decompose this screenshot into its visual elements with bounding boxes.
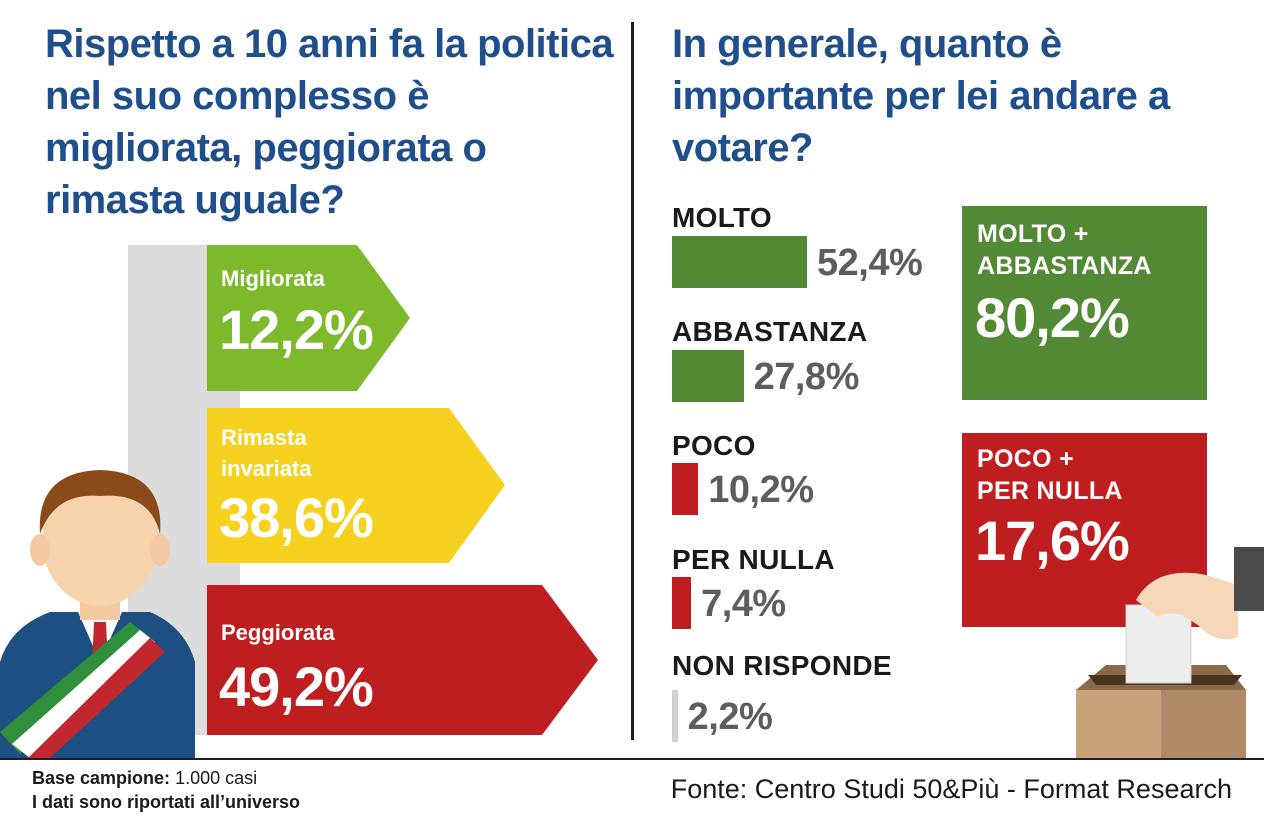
data-label: 7,4% xyxy=(701,583,786,625)
arrow-value: 38,6% xyxy=(219,486,374,549)
data-label: 2,2% xyxy=(687,696,773,738)
category-abbastanza: ABBASTANZA xyxy=(672,316,868,347)
right-chart-title: In generale, quanto è importante per lei… xyxy=(672,22,1170,170)
vertical-divider xyxy=(631,22,634,740)
mayor-illustration-icon xyxy=(0,470,195,758)
summary-box-positive: MOLTO + ABBASTANZA 80,2% xyxy=(962,206,1207,400)
left-chart-title: Rispetto a 10 anni fa la politica nel su… xyxy=(45,22,614,222)
data-label: 52,4% xyxy=(817,242,923,284)
bar-molto xyxy=(672,236,807,288)
arrow-label: Migliorata xyxy=(221,266,325,291)
summary-value: 80,2% xyxy=(975,286,1130,349)
summary-label: MOLTO + ABBASTANZA xyxy=(977,220,1152,280)
bar-non-risponde xyxy=(672,690,678,742)
category-molto: MOLTO xyxy=(672,202,773,233)
sample-base-text: Base campione: 1.000 casi xyxy=(32,768,257,789)
summary-value: 17,6% xyxy=(975,509,1130,572)
category-per-nulla: PER NULLA xyxy=(672,544,835,575)
arrow-peggiorata: Peggiorata 49,2% xyxy=(207,585,598,735)
bar-poco xyxy=(672,463,699,515)
bar-per-nulla xyxy=(672,577,692,629)
sample-base-value: 1.000 casi xyxy=(175,768,258,788)
arrow-migliorata: Migliorata 12,2% xyxy=(207,245,410,391)
sample-base-label: Base campione: xyxy=(32,768,171,788)
summary-label: POCO + PER NULLA xyxy=(977,445,1123,505)
universe-note: I dati sono riportati all’universo xyxy=(32,792,301,812)
category-non-risponde: NON RISPONDE xyxy=(672,650,892,681)
arrow-label: Peggiorata xyxy=(221,620,335,645)
bar-abbastanza xyxy=(672,350,744,402)
ballot-box-icon xyxy=(1076,547,1264,760)
data-label: 27,8% xyxy=(753,356,860,398)
footer-divider xyxy=(0,758,1264,760)
arrow-value: 49,2% xyxy=(219,655,374,718)
arrow-label: Rimasta invariata xyxy=(221,425,312,481)
category-poco: POCO xyxy=(672,430,756,461)
source-text: Fonte: Centro Studi 50&Più - Format Rese… xyxy=(670,774,1232,804)
data-label: 10,2% xyxy=(708,469,814,511)
arrow-value: 12,2% xyxy=(219,298,374,361)
arrow-rimasta-invariata: Rimasta invariata 38,6% xyxy=(207,408,505,563)
summary-box-negative: POCO + PER NULLA 17,6% xyxy=(962,433,1207,627)
